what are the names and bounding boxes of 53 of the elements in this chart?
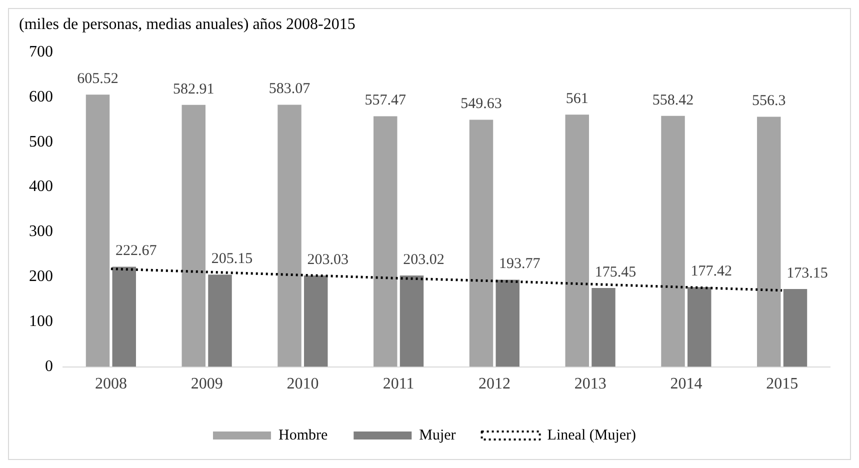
bar: [374, 116, 398, 367]
data-label: 203.02: [403, 252, 444, 268]
bar: [86, 94, 110, 367]
bar: [565, 114, 589, 367]
bar: [278, 104, 302, 367]
bar: [757, 116, 781, 367]
bar: [688, 287, 712, 367]
y-tick-label: 600: [29, 88, 53, 106]
bar: [783, 288, 808, 367]
data-label: 605.52: [77, 71, 118, 88]
x-tick-label: 2011: [382, 376, 414, 393]
data-label: 205.15: [211, 251, 253, 268]
x-tick-label: 2014: [670, 376, 702, 393]
y-tick-label: 300: [29, 223, 53, 240]
data-label: 558.42: [652, 92, 694, 108]
y-tick-label: 400: [29, 178, 53, 196]
bar: [208, 274, 232, 367]
bar: [400, 276, 424, 367]
chart-title: (miles de personas, medias anuales) años 2008-2015: [19, 16, 356, 33]
bar: [112, 266, 136, 367]
line-series: [110, 268, 784, 292]
data-label: 175.45: [594, 264, 636, 280]
legend-label: Hombre: [278, 427, 328, 444]
x-tick-label: 2010: [286, 376, 319, 393]
legend-label: Mujer: [419, 427, 456, 444]
y-tick-label: 100: [29, 313, 53, 330]
legend-label: Lineal (Mujer): [547, 427, 636, 444]
bar: [496, 280, 520, 367]
data-label: 222.67: [115, 243, 158, 260]
x-tick-label: 2008: [94, 376, 127, 393]
data-label: 556.3: [752, 93, 786, 110]
x-tick-label: 2012: [478, 376, 510, 393]
y-tick-label: 500: [29, 133, 53, 150]
bar: [592, 288, 616, 367]
bar: [304, 276, 328, 367]
bar: [182, 104, 206, 367]
data-label: 583.07: [268, 81, 311, 98]
data-label: 193.77: [498, 256, 541, 272]
bar: [469, 120, 494, 367]
data-label: 173.15: [786, 265, 828, 282]
x-tick-label: 2015: [766, 376, 798, 393]
x-tick-label: 2009: [190, 376, 223, 393]
data-label: 177.42: [690, 264, 732, 280]
data-label: 561: [566, 91, 588, 108]
data-label: 557.47: [364, 92, 407, 109]
data-label: 582.91: [173, 81, 214, 98]
x-tick-label: 2013: [574, 376, 606, 393]
y-tick-label: 0: [45, 358, 53, 376]
y-tick-label: 700: [29, 43, 53, 60]
bar: [661, 116, 685, 367]
data-label: 549.63: [460, 96, 502, 112]
y-tick-label: 200: [29, 268, 53, 286]
data-label: 203.03: [307, 252, 348, 268]
